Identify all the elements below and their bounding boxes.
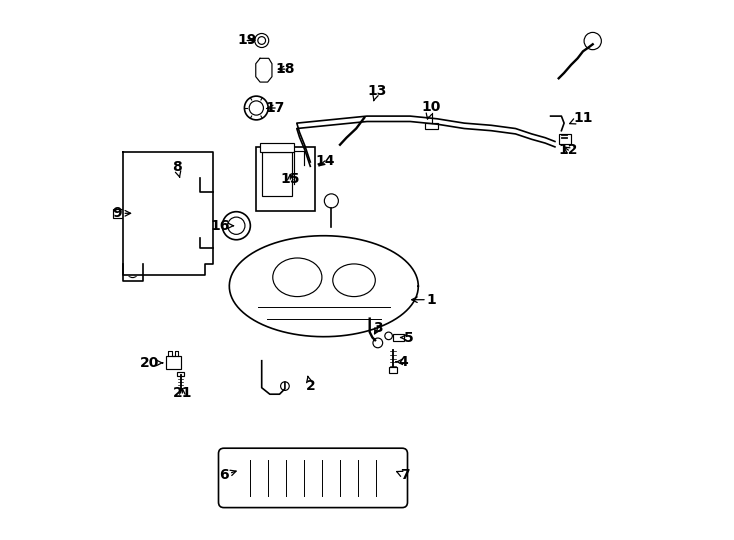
Circle shape bbox=[324, 194, 338, 208]
Polygon shape bbox=[123, 152, 213, 275]
Polygon shape bbox=[255, 58, 272, 82]
Circle shape bbox=[584, 32, 601, 50]
Text: 7: 7 bbox=[396, 468, 410, 482]
Bar bbox=[113, 209, 123, 218]
Circle shape bbox=[127, 267, 138, 278]
Text: 13: 13 bbox=[367, 84, 386, 100]
Text: 20: 20 bbox=[140, 356, 162, 370]
FancyBboxPatch shape bbox=[219, 448, 407, 508]
Bar bbox=[256, 147, 315, 211]
Circle shape bbox=[228, 217, 245, 234]
Circle shape bbox=[385, 332, 393, 340]
Circle shape bbox=[163, 206, 177, 220]
Circle shape bbox=[249, 101, 264, 115]
Bar bbox=[166, 356, 181, 369]
Text: 18: 18 bbox=[275, 62, 294, 76]
Circle shape bbox=[163, 177, 177, 191]
Text: 15: 15 bbox=[280, 172, 300, 186]
Text: 12: 12 bbox=[559, 143, 578, 157]
Text: 17: 17 bbox=[266, 101, 285, 115]
Text: 11: 11 bbox=[570, 111, 593, 125]
Text: 1: 1 bbox=[412, 293, 437, 307]
Bar bbox=[559, 134, 570, 144]
Text: 5: 5 bbox=[401, 330, 414, 345]
Bar bbox=[262, 152, 292, 195]
Text: 6: 6 bbox=[219, 468, 236, 482]
Circle shape bbox=[255, 33, 269, 48]
Text: 10: 10 bbox=[421, 100, 440, 119]
Text: 16: 16 bbox=[211, 219, 233, 233]
Circle shape bbox=[222, 212, 250, 240]
Text: 9: 9 bbox=[113, 206, 131, 220]
Text: 21: 21 bbox=[172, 386, 192, 400]
Bar bbox=[177, 372, 184, 376]
Circle shape bbox=[244, 96, 268, 120]
Ellipse shape bbox=[333, 264, 375, 296]
Circle shape bbox=[382, 462, 398, 477]
Text: 2: 2 bbox=[305, 376, 315, 393]
Polygon shape bbox=[229, 236, 418, 336]
Text: 8: 8 bbox=[172, 160, 182, 177]
Text: 4: 4 bbox=[396, 355, 409, 369]
Circle shape bbox=[280, 382, 289, 390]
Text: 3: 3 bbox=[373, 321, 382, 335]
Bar bbox=[393, 334, 404, 341]
Ellipse shape bbox=[273, 258, 322, 296]
Circle shape bbox=[258, 37, 266, 44]
Bar bbox=[260, 143, 294, 152]
Text: 19: 19 bbox=[237, 33, 257, 48]
Circle shape bbox=[163, 237, 177, 251]
Bar bbox=[389, 367, 396, 373]
Circle shape bbox=[386, 465, 394, 474]
Text: 14: 14 bbox=[315, 154, 335, 168]
Bar bbox=[425, 123, 438, 129]
Circle shape bbox=[373, 338, 382, 348]
Circle shape bbox=[346, 240, 357, 251]
